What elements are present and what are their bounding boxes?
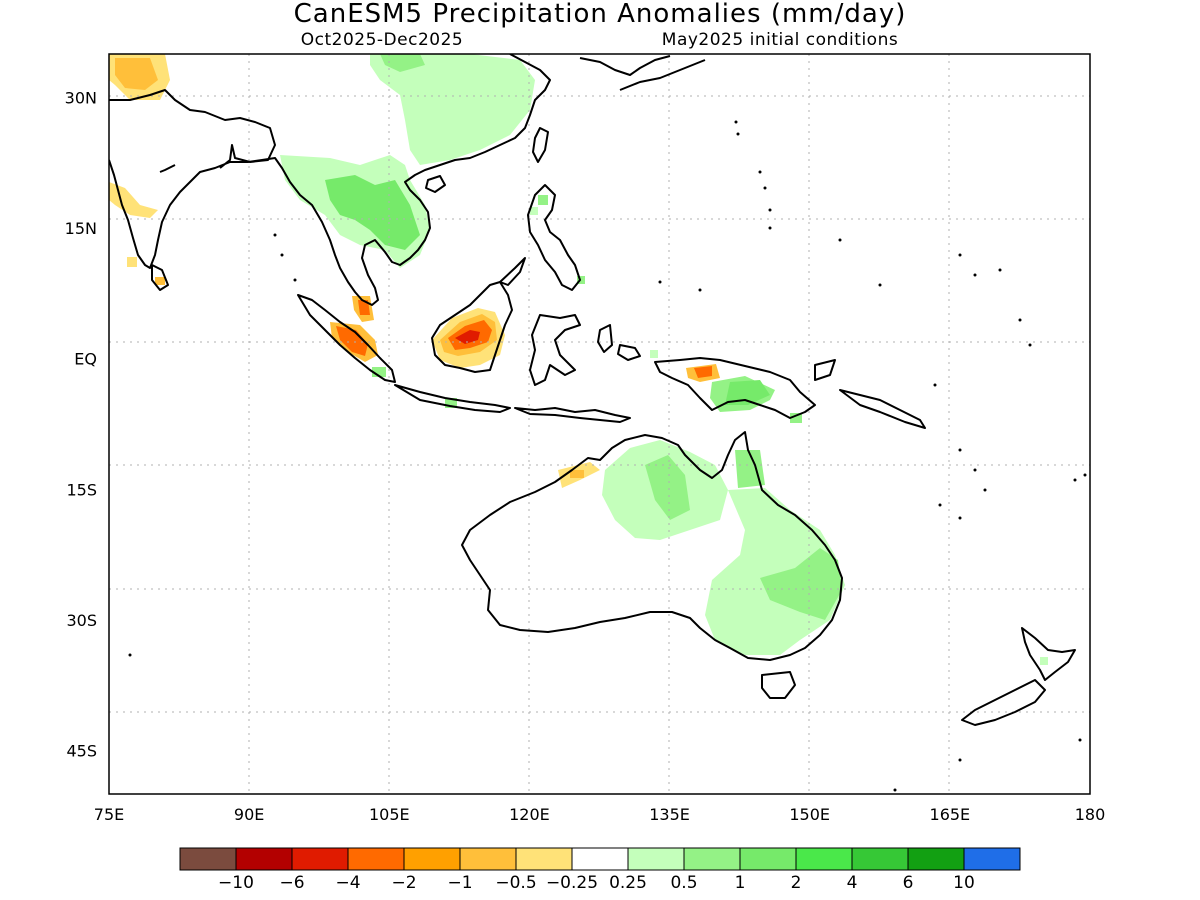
- coastline-philippines: [527, 184, 581, 291]
- coastline-srilanka: [151, 264, 169, 291]
- anomaly-negative-india-west: [109, 182, 158, 218]
- anomaly-positive-cape-york: [735, 450, 765, 488]
- coastline-new-guinea: [654, 357, 816, 419]
- anomaly-positive-south-china: [370, 54, 535, 165]
- colorbar-swatch: [851, 847, 909, 871]
- forecast-period: Oct2025-Dec2025: [301, 30, 463, 50]
- coastline-hainan: [425, 175, 446, 193]
- coastline-japan: [579, 55, 706, 91]
- anomaly-positive-java-west: [372, 367, 386, 377]
- colorbar-swatch: [347, 847, 405, 871]
- plot-background: [109, 54, 1090, 794]
- colorbar: −10 −6 −4 −2 −1 −0.5 −0.25 0.25 0.5 1 2 4 6 10: [179, 847, 1021, 893]
- gridlines: [109, 54, 1090, 794]
- coastline-bismarck: [814, 359, 926, 429]
- anomaly-positive-philippines: [538, 195, 548, 205]
- lon-tick-label: 90E: [234, 805, 264, 824]
- colorbar-swatch: [403, 847, 461, 871]
- anomaly-positive-new-zealand: [1040, 657, 1048, 665]
- anomaly-negative-new-guinea-core: [694, 366, 712, 378]
- colorbar-label: −2: [391, 873, 416, 893]
- lon-tick-label: 135E: [649, 805, 690, 824]
- lat-tick-label: 15N: [65, 219, 97, 238]
- lon-tick-label: 165E: [930, 805, 971, 824]
- colorbar-swatch: [907, 847, 965, 871]
- colorbar-label: 2: [791, 873, 802, 893]
- coastline-new-zealand-south: [961, 679, 1046, 726]
- anomaly-negative-sumatra-core: [336, 326, 368, 356]
- anomaly-shading: [109, 54, 1048, 665]
- anomaly-negative-malaya-core: [358, 300, 370, 315]
- colorbar-swatch: [291, 847, 349, 871]
- lon-tick-label: 105E: [369, 805, 410, 824]
- initial-conditions-label: May2025 initial conditions: [662, 30, 898, 50]
- anomaly-negative-nw-australia-core: [570, 470, 584, 478]
- pacific-islands: [128, 120, 1087, 792]
- colorbar-swatch: [179, 847, 237, 871]
- colorbar-label: 6: [903, 873, 914, 893]
- lon-tick-label: 75E: [94, 805, 124, 824]
- anomaly-positive-java: [445, 398, 457, 408]
- coastline-lesser-sunda: [514, 407, 631, 423]
- colorbar-swatch: [739, 847, 797, 871]
- colorbar-label: 10: [953, 873, 975, 893]
- colorbar-swatch: [459, 847, 517, 871]
- anomaly-positive-east-australia-core: [760, 548, 842, 620]
- lat-tick-label: 15S: [66, 480, 97, 499]
- colorbar-swatch: [963, 847, 1021, 871]
- coastline-palawan: [499, 257, 526, 286]
- plot-area: [108, 53, 1091, 795]
- lat-tick-label: 30S: [66, 611, 97, 630]
- colorbar-swatch: [515, 847, 573, 871]
- anomaly-positive-philippines-2: [530, 207, 538, 215]
- anomaly-negative-india-north-core: [115, 58, 158, 90]
- coastline-borneo: [431, 281, 513, 373]
- anomaly-positive-south-china-core: [380, 54, 425, 72]
- lon-tick-label: 120E: [509, 805, 550, 824]
- plot-frame: [108, 53, 1091, 795]
- colorbar-label: −6: [279, 873, 304, 893]
- coastline-tasmania: [761, 671, 796, 699]
- coastline-sulawesi: [529, 314, 581, 386]
- colorbar-label: −1: [447, 873, 472, 893]
- anomaly-negative-srilanka: [155, 277, 165, 285]
- anomaly-positive-north-australia-core: [645, 455, 690, 520]
- map-title: CanESM5 Precipitation Anomalies (mm/day): [294, 0, 907, 29]
- colorbar-swatch: [627, 847, 685, 871]
- colorbar-label: −0.25: [546, 873, 598, 893]
- anomaly-positive-indochina-core: [325, 175, 420, 250]
- anomaly-negative-india-south: [127, 257, 137, 267]
- coastline-taiwan: [532, 127, 549, 163]
- lon-tick-label: 180: [1075, 805, 1106, 824]
- longitude-axis: 75E 90E 105E 120E 135E 150E 165E 180: [94, 805, 1106, 824]
- coastline-asia-mainland: [109, 54, 551, 306]
- coastline-java: [394, 384, 511, 413]
- colorbar-swatch: [683, 847, 741, 871]
- colorbar-label: 0.25: [609, 873, 647, 893]
- colorbar-label: −10: [218, 873, 254, 893]
- latitude-axis: 30N 15N EQ 15S 30S 45S: [65, 89, 97, 761]
- colorbar-label: 0.5: [670, 873, 697, 893]
- colorbar-label: −0.5: [495, 873, 536, 893]
- anomaly-negative-borneo-peak: [455, 330, 480, 344]
- lat-tick-label: 45S: [66, 741, 97, 760]
- coastline-sumatra: [297, 294, 396, 383]
- anomaly-positive-small-island: [650, 350, 658, 358]
- colorbar-swatch: [235, 847, 293, 871]
- colorbar-label: 4: [847, 873, 858, 893]
- anomaly-positive-new-guinea-core: [725, 380, 770, 405]
- coastline-australia: [461, 431, 843, 661]
- colorbar-label: −4: [335, 873, 360, 893]
- colorbar-swatch: [571, 847, 629, 871]
- colorbar-label: 1: [735, 873, 746, 893]
- coastline-maluku: [597, 324, 641, 361]
- lat-tick-label: EQ: [74, 350, 97, 369]
- colorbar-swatch: [795, 847, 853, 871]
- coastlines: [109, 54, 1087, 792]
- lon-tick-label: 150E: [789, 805, 830, 824]
- anomaly-positive-png-east: [790, 413, 802, 423]
- lat-tick-label: 30N: [65, 89, 97, 108]
- coastline-new-zealand-north: [1021, 627, 1076, 681]
